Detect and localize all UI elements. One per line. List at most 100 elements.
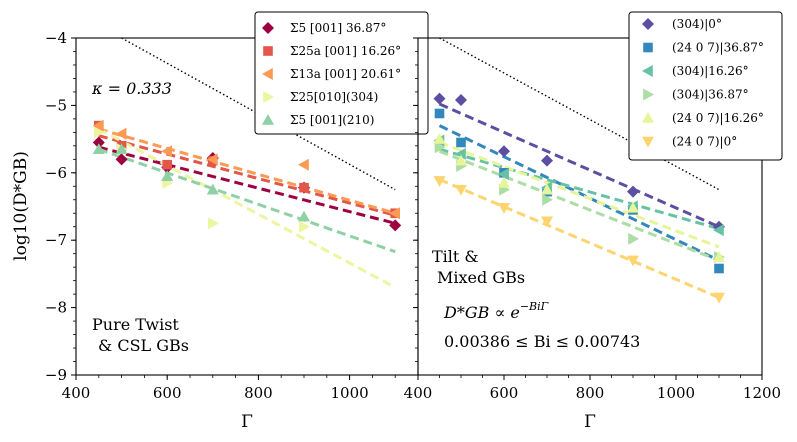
formula-label: D*GB ∝ e−BiΓ <box>443 300 549 322</box>
left-panel: 400 600 800 1000 −4 −5 −6 −7 −8 −9 κ = 0.333 Pure… <box>45 11 429 402</box>
right-data-point <box>713 224 724 237</box>
left-data-point <box>389 207 400 220</box>
kappa-label: κ = 0.333 <box>91 79 172 98</box>
right-fit-line-0 <box>438 102 720 229</box>
right-data-point <box>455 94 467 107</box>
right-panel: 400 600 800 1000 1200 Tilt & Mixed GBs D*GB … <box>404 11 783 402</box>
tilt-label-line2: Mixed GBs <box>437 268 525 287</box>
right-data-point <box>627 255 639 267</box>
right-data-point <box>714 263 724 274</box>
left-data-point <box>115 127 127 140</box>
left-x-tick-label: 800 <box>244 384 273 402</box>
right-data-point <box>627 201 639 213</box>
right-legend-box <box>628 11 783 161</box>
left-data-point <box>94 126 105 139</box>
right-data-point <box>498 203 510 214</box>
left-x-tick-label: 400 <box>62 384 91 402</box>
left-legend-marker <box>262 22 274 34</box>
left-fit-line-4 <box>98 147 396 254</box>
right-legend-marker <box>643 42 653 53</box>
y-tick-label: −4 <box>45 29 67 47</box>
left-data-point <box>206 183 219 195</box>
left-legend-marker <box>262 68 273 80</box>
right-data-point <box>455 147 466 160</box>
right-legend-marker <box>642 112 654 123</box>
left-fit-line-2 <box>98 127 396 215</box>
right-x-tick-label: 800 <box>576 384 605 402</box>
right-data-point <box>628 232 639 245</box>
bi-range-label: 0.00386 ≤ Bi ≤ 0.00743 <box>444 332 640 351</box>
left-data-point <box>299 182 309 193</box>
left-fit-line-3 <box>98 127 396 289</box>
right-data-point <box>713 292 725 304</box>
left-fit-line-1 <box>98 134 396 217</box>
right-data-point <box>498 168 509 181</box>
pure-twist-label-line2: & CSL GBs <box>98 336 189 355</box>
right-legend-label: (24 0 7)|36.87° <box>672 41 764 55</box>
right-markers <box>433 92 725 304</box>
left-legend-label: Σ25[010](304) <box>290 90 378 104</box>
right-data-point <box>456 137 466 148</box>
right-legend-label: (304)|0° <box>672 17 722 31</box>
right-legend: (304)|0° (24 0 7)|36.87° (304)|16.26° (304)… <box>628 11 783 161</box>
left-legend-label: Σ13a [001] 20.61° <box>290 67 401 81</box>
right-data-point <box>455 184 467 196</box>
left-data-point <box>162 159 172 170</box>
right-data-point <box>627 185 639 198</box>
y-tick-label: −8 <box>45 299 67 317</box>
right-legend-marker <box>642 136 654 148</box>
left-data-point <box>92 119 104 132</box>
left-data-point <box>208 217 219 230</box>
right-x-tick-label: 1200 <box>743 384 781 402</box>
right-data-point <box>541 216 553 228</box>
right-data-point <box>713 251 725 262</box>
left-data-point <box>161 170 174 181</box>
left-legend-label: Σ5 [001] 36.87° <box>290 21 386 35</box>
left-data-point <box>92 136 105 149</box>
left-data-point <box>115 143 128 155</box>
right-x-tick-label: 1000 <box>657 384 695 402</box>
right-legend-label: (304)|16.26° <box>672 64 749 78</box>
left-markers <box>92 119 402 233</box>
right-data-point <box>542 193 553 206</box>
pure-twist-label-line1: Pure Twist <box>92 315 179 334</box>
right-data-point <box>455 154 467 166</box>
left-data-point <box>161 145 172 158</box>
left-legend-marker <box>263 46 273 56</box>
right-data-point <box>434 141 446 154</box>
right-fit-line-1 <box>438 124 720 262</box>
right-data-point <box>433 92 446 105</box>
right-data-point <box>433 133 446 144</box>
right-legend-label: (24 0 7)|16.26° <box>672 111 764 125</box>
left-x-tick-label: 1000 <box>331 384 369 402</box>
y-tick-label: −9 <box>45 366 67 384</box>
left-data-point <box>206 153 218 166</box>
left-x-tick-label: 600 <box>153 384 182 402</box>
right-x-axis-title: Γ <box>584 412 596 432</box>
right-legend-marker <box>642 65 653 77</box>
left-legend-box <box>254 11 429 135</box>
right-legend-marker <box>643 88 654 101</box>
right-fit-lines <box>438 37 720 299</box>
y-tick-label: −6 <box>45 164 67 182</box>
tilt-label-line1: Tilt & <box>432 247 479 266</box>
left-ticks: 400 600 800 1000 −4 −5 −6 −7 −8 −9 <box>45 29 419 402</box>
left-data-point <box>298 158 309 171</box>
right-data-point <box>498 145 510 158</box>
left-x-axis-title: Γ <box>241 412 253 432</box>
right-fit-line-4 <box>438 141 720 249</box>
right-data-point <box>498 176 510 188</box>
left-data-point <box>389 219 402 232</box>
right-fit-line-2 <box>439 147 720 231</box>
right-fit-line-3 <box>438 149 720 262</box>
right-legend-label: (304)|36.87° <box>672 88 749 102</box>
right-data-point <box>433 176 446 187</box>
right-data-point <box>541 154 553 167</box>
y-tick-label: −7 <box>45 231 67 249</box>
y-tick-label: −5 <box>45 96 67 114</box>
left-legend: Σ5 [001] 36.87° Σ25a [001] 16.26° Σ13a [00… <box>254 11 429 135</box>
right-legend-label: (24 0 7)|0° <box>672 135 737 149</box>
left-legend-label: Σ25a [001] 16.26° <box>290 44 401 58</box>
right-fit-line-5 <box>438 178 720 299</box>
